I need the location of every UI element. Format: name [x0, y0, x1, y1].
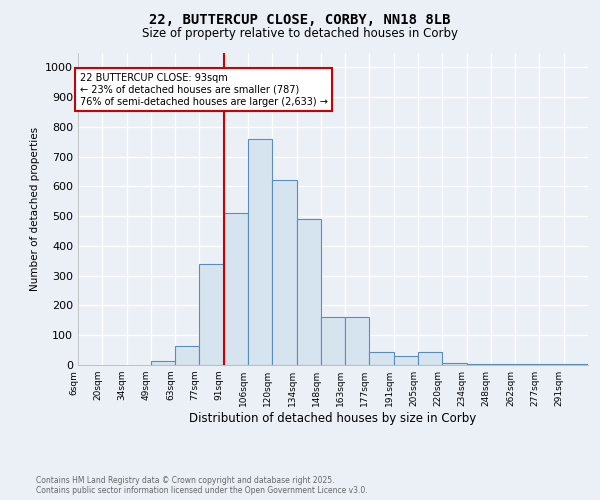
Bar	[296, 219, 321, 365]
Text: 22, BUTTERCUP CLOSE, CORBY, NN18 8LB: 22, BUTTERCUP CLOSE, CORBY, NN18 8LB	[149, 12, 451, 26]
Text: 22 BUTTERCUP CLOSE: 93sqm
← 23% of detached houses are smaller (787)
76% of semi: 22 BUTTERCUP CLOSE: 93sqm ← 23% of detac…	[80, 74, 328, 106]
Text: Contains HM Land Registry data © Crown copyright and database right 2025.
Contai: Contains HM Land Registry data © Crown c…	[36, 476, 368, 495]
Bar	[199, 264, 224, 365]
Bar	[175, 346, 199, 365]
Bar	[370, 352, 394, 365]
X-axis label: Distribution of detached houses by size in Corby: Distribution of detached houses by size …	[190, 412, 476, 425]
Bar	[442, 362, 467, 365]
Bar	[418, 352, 442, 365]
Bar	[515, 364, 539, 365]
Text: Size of property relative to detached houses in Corby: Size of property relative to detached ho…	[142, 28, 458, 40]
Bar	[272, 180, 296, 365]
Bar	[491, 364, 515, 365]
Bar	[321, 318, 345, 365]
Bar	[564, 364, 588, 365]
Bar	[467, 364, 491, 365]
Bar	[224, 213, 248, 365]
Bar	[539, 364, 564, 365]
Bar	[345, 318, 370, 365]
Y-axis label: Number of detached properties: Number of detached properties	[29, 126, 40, 291]
Bar	[248, 139, 272, 365]
Bar	[151, 361, 175, 365]
Bar	[394, 356, 418, 365]
